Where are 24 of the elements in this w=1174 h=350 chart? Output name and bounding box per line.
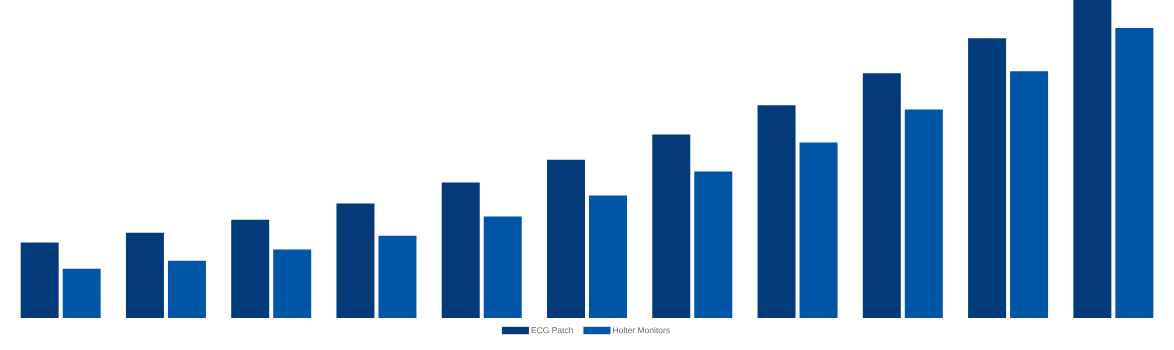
bar — [167, 260, 206, 318]
bar — [336, 203, 375, 318]
bar — [378, 235, 417, 318]
bar — [1010, 71, 1049, 318]
bar — [652, 134, 691, 318]
bar — [231, 219, 270, 318]
bar — [62, 268, 101, 318]
bar — [1115, 27, 1154, 318]
bar — [125, 232, 164, 318]
bar — [483, 216, 522, 318]
bar — [694, 171, 733, 318]
bar — [273, 249, 312, 318]
bar — [799, 142, 838, 318]
bar — [904, 109, 943, 318]
bar — [547, 159, 585, 318]
bar — [441, 182, 480, 318]
bar — [1073, 0, 1112, 318]
bar — [20, 242, 59, 318]
bar — [862, 73, 901, 318]
bar — [757, 105, 796, 318]
legend-label: Holter Monitors — [613, 326, 670, 334]
bar — [968, 38, 1007, 318]
legend-label: ECG Patch — [531, 326, 573, 334]
bar — [589, 195, 627, 318]
